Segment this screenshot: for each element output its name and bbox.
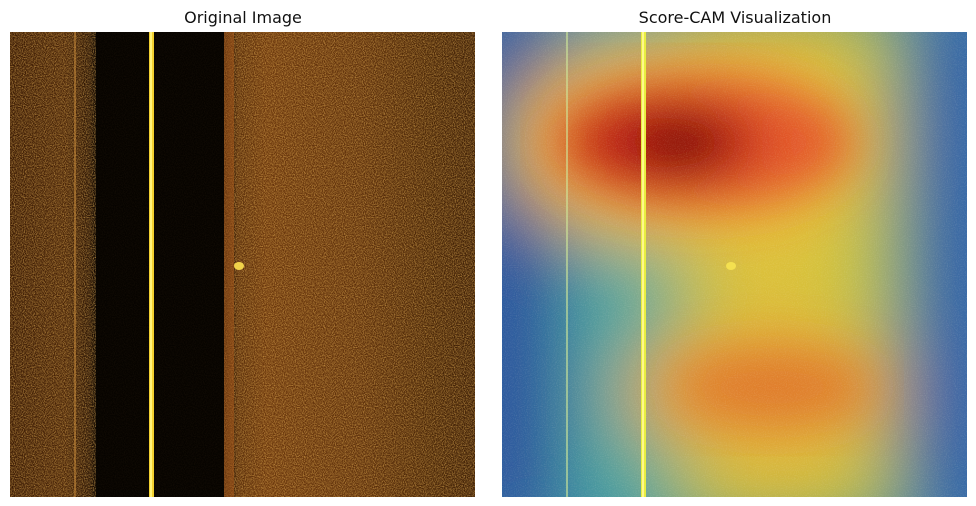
original-image (10, 32, 475, 497)
scorecam-frame (502, 32, 967, 497)
original-image-panel: Original Image (10, 0, 476, 506)
scorecam-image (502, 32, 967, 497)
scorecam-panel: Score-CAM Visualization (502, 0, 968, 506)
scorecam-title: Score-CAM Visualization (638, 8, 832, 27)
original-image-title: Original Image (184, 8, 302, 27)
original-image-frame (10, 32, 475, 497)
